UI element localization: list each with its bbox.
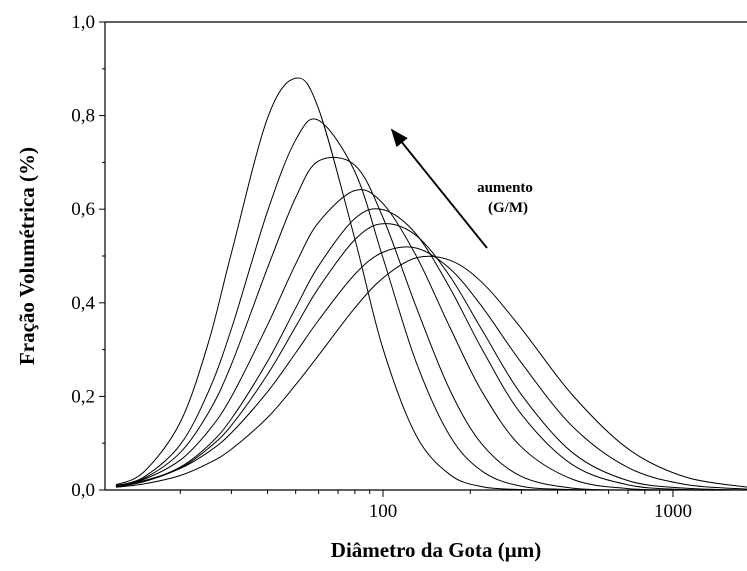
y-tick-label: 0,6 — [71, 199, 95, 220]
line-series — [115, 246, 747, 490]
x-tick-label: 1000 — [654, 501, 692, 522]
y-axis-title: Fração Volumétrica (%) — [15, 147, 39, 365]
line-series — [115, 77, 747, 491]
x-axis-title: Diâmetro da Gota (μm) — [331, 538, 541, 562]
x-tick-label: 100 — [369, 501, 398, 522]
line-series — [115, 118, 747, 491]
y-tick-label: 0,8 — [71, 106, 95, 127]
line-series — [115, 255, 747, 488]
annotation: (G/M) — [488, 200, 528, 216]
annotation: aumento — [477, 180, 533, 196]
line-series — [115, 208, 747, 491]
line-series — [115, 189, 747, 491]
arrow — [390, 128, 488, 249]
y-tick-label: 0,0 — [71, 480, 95, 501]
y-tick-label: 0,4 — [71, 293, 95, 314]
y-tick-label: 0,2 — [71, 386, 95, 407]
y-tick-label: 1,0 — [71, 12, 95, 33]
line-series — [115, 223, 747, 491]
line-series — [115, 156, 747, 491]
